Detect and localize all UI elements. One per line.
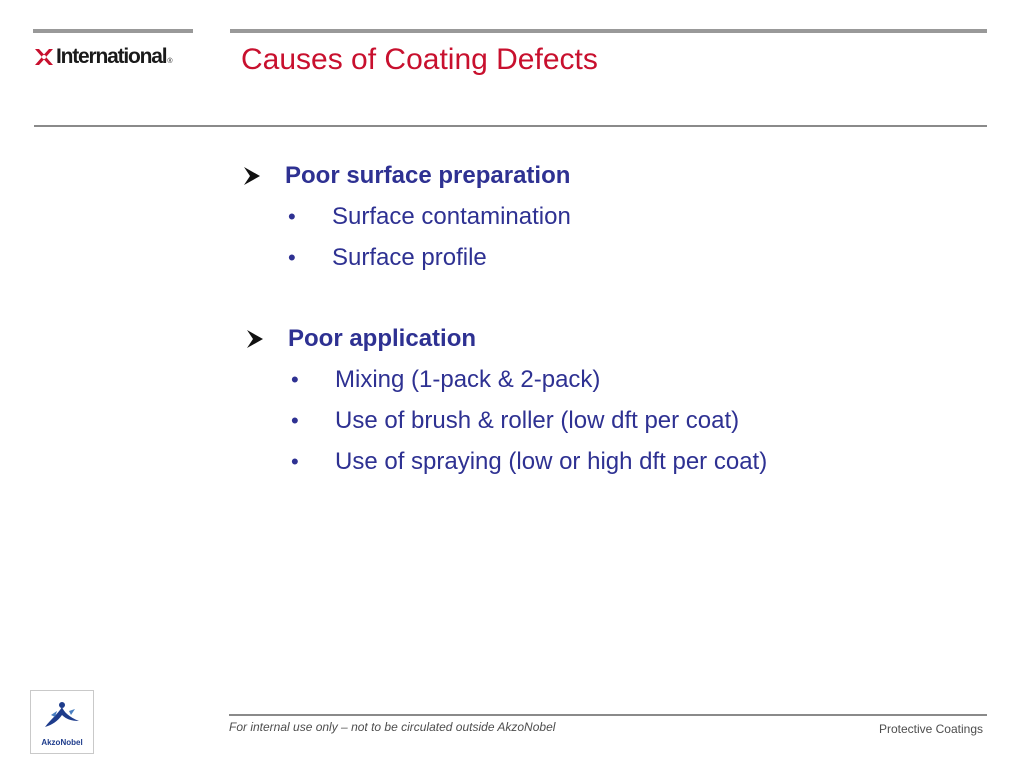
dot-bullet-icon: • (288, 204, 296, 229)
section-application: Poor application • Mixing (1-pack & 2-pa… (244, 324, 767, 477)
sub-list: • Mixing (1-pack & 2-pack) • Use of brus… (244, 365, 767, 477)
dot-bullet-icon: • (288, 245, 296, 270)
list-item-text: Use of spraying (low or high dft per coa… (335, 448, 768, 475)
international-x-logo-icon (35, 49, 53, 65)
logo-registered-mark: ® (167, 58, 173, 65)
logo-wordmark: International (56, 45, 168, 68)
arrowhead-bullet-icon (244, 167, 260, 185)
list-item: • Mixing (1-pack & 2-pack) (291, 365, 767, 395)
sub-list: • Surface contamination • Surface profil… (241, 202, 571, 273)
list-item-text: Use of brush & roller (low dft per coat) (335, 407, 740, 434)
footer-section-label: Protective Coatings (878, 722, 983, 736)
section-surface-preparation: Poor surface preparation • Surface conta… (241, 161, 571, 273)
dot-bullet-icon: • (291, 449, 299, 474)
page-title: Causes of Coating Defects (241, 43, 598, 76)
list-item-text: Surface profile (332, 244, 487, 271)
akzonobel-logo-icon (45, 702, 79, 727)
footer-disclaimer: For internal use only – not to be circul… (229, 720, 556, 734)
list-item: • Surface contamination (288, 202, 571, 232)
arrowhead-bullet-icon (247, 330, 263, 348)
header-bar-left (33, 29, 193, 33)
section-heading: Poor surface preparation (241, 161, 571, 191)
list-item: • Use of spraying (low or high dft per c… (291, 447, 767, 477)
list-item-text: Mixing (1-pack & 2-pack) (335, 366, 601, 393)
header-bar-right (230, 29, 987, 33)
section-heading-text: Poor surface preparation (285, 162, 571, 189)
section-heading-text: Poor application (288, 325, 477, 352)
list-item-text: Surface contamination (332, 203, 571, 230)
akzonobel-logo: AkzoNobel (30, 690, 94, 754)
section-heading: Poor application (244, 324, 767, 354)
international-logo: International ® (33, 42, 173, 72)
dot-bullet-icon: • (291, 408, 299, 433)
akzonobel-wordmark: AkzoNobel (41, 738, 83, 747)
list-item: • Use of brush & roller (low dft per coa… (291, 406, 767, 436)
footer-divider (229, 714, 987, 716)
list-item: • Surface profile (288, 243, 571, 273)
title-divider (34, 125, 987, 127)
dot-bullet-icon: • (291, 367, 299, 392)
